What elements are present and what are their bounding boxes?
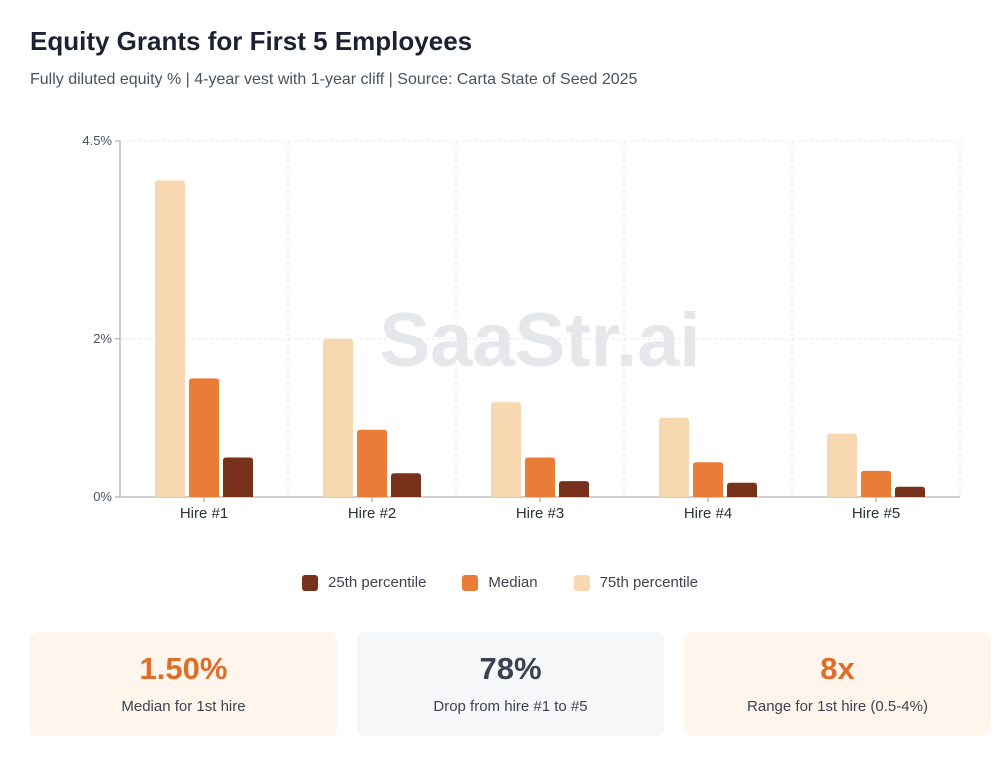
y-tick-label: 0% [93,489,112,504]
x-tick-label: Hire #2 [348,505,396,522]
stat-card-range: 8x Range for 1st hire (0.5-4%) [684,632,991,736]
bar-median-hire-2 [357,429,387,497]
bar-median-hire-1 [189,378,219,497]
x-tick-label: Hire #4 [684,505,732,522]
bar-75th-hire-3 [491,402,521,497]
stat-card-median-first-hire: 1.50% Median for 1st hire [30,632,337,736]
bar-25th-hire-4 [727,482,757,497]
bar-25th-hire-3 [559,481,589,497]
y-tick-label: 2% [93,331,112,346]
bar-75th-hire-4 [659,417,689,497]
watermark: SaaStr.ai [379,298,700,383]
bar-25th-hire-5 [895,486,925,497]
legend-swatch-25th [301,574,318,591]
stat-value: 8x [820,651,855,686]
chart-title: Equity Grants for First 5 Employees [30,26,473,56]
legend-label-median: Median [488,574,538,591]
stat-label: Range for 1st hire (0.5-4%) [747,698,928,715]
legend-label-75th: 75th percentile [599,574,698,591]
x-tick-label: Hire #5 [852,505,900,522]
legend-item-25th[interactable]: 25th percentile [301,574,427,591]
legend-swatch-75th [573,574,590,591]
legend-item-75th[interactable]: 75th percentile [573,574,698,591]
bar-median-hire-3 [525,457,555,497]
stat-value: 1.50% [139,651,228,686]
stat-cards: 1.50% Median for 1st hire 78% Drop from … [30,632,991,736]
stat-label: Median for 1st hire [121,698,246,715]
x-tick-label: Hire #3 [516,505,564,522]
stat-label: Drop from hire #1 to #5 [433,698,588,715]
stat-value: 78% [479,651,542,686]
stat-card-drop: 78% Drop from hire #1 to #5 [357,632,664,736]
bar-75th-hire-1 [155,180,185,498]
bar-75th-hire-5 [827,433,857,497]
bar-chart: SaaStr.ai 0% 2% 4.5% Hire #1 Hire #2 Hire #3 Hi… [82,133,961,522]
bar-25th-hire-1 [223,457,253,497]
bar-median-hire-5 [861,470,891,497]
bar-25th-hire-2 [391,473,421,497]
legend-swatch-median [462,574,479,591]
y-tick-label: 4.5% [82,133,112,148]
legend-item-median[interactable]: Median [462,574,538,591]
bar-75th-hire-2 [323,338,353,497]
bar-median-hire-4 [693,462,723,497]
chart-legend: 25th percentile Median 75th percentile [0,574,1000,591]
chart-subtitle: Fully diluted equity % | 4-year vest wit… [30,71,638,88]
legend-label-25th: 25th percentile [327,574,427,591]
x-tick-label: Hire #1 [180,505,228,522]
